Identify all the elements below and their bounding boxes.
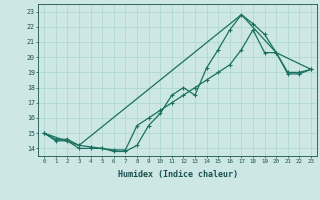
X-axis label: Humidex (Indice chaleur): Humidex (Indice chaleur) — [118, 170, 238, 179]
